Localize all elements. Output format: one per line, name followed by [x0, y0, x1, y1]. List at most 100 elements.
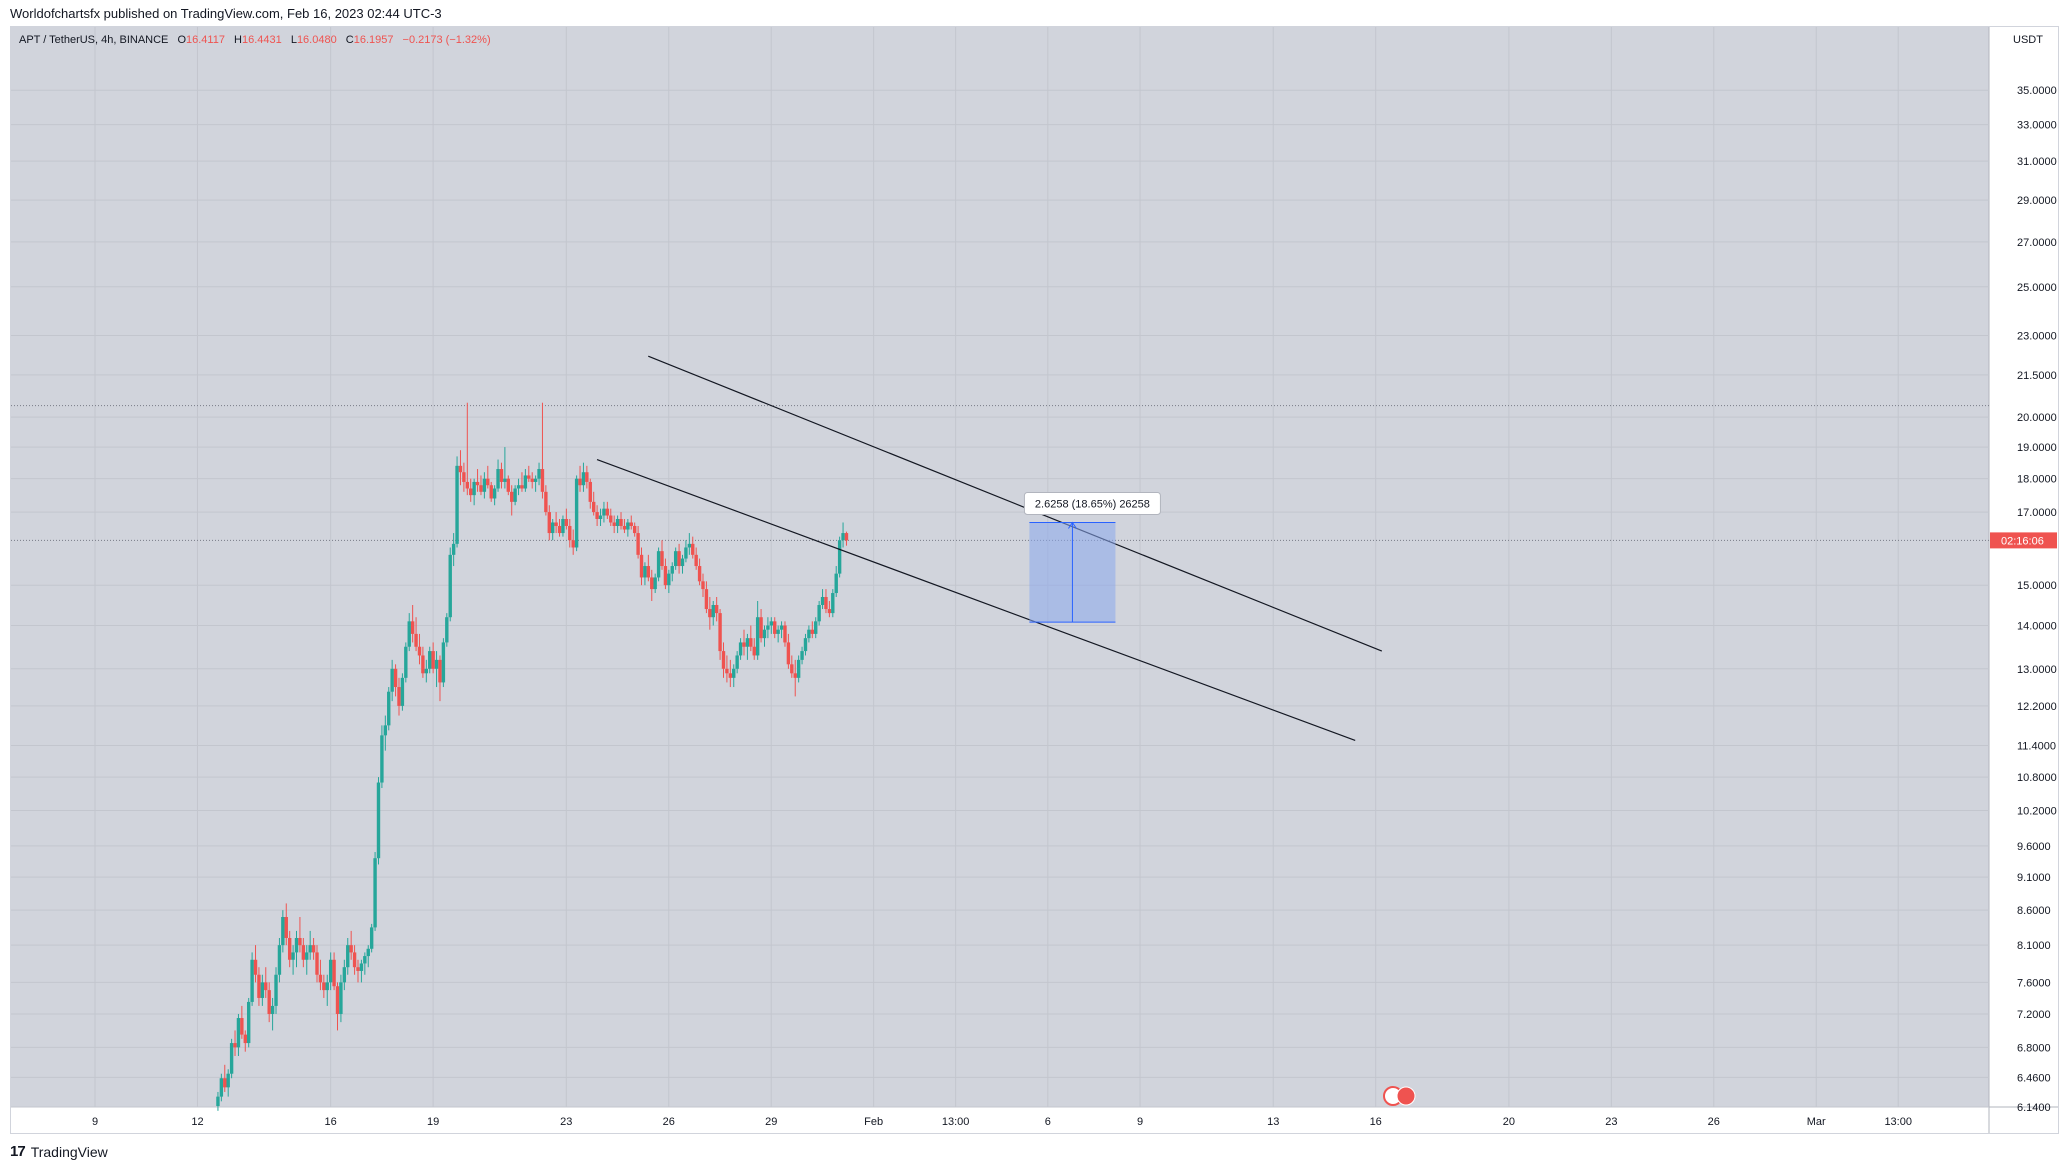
candle [421, 646, 425, 678]
candle-body [626, 522, 630, 530]
candle [732, 664, 736, 688]
candle-body [421, 655, 425, 674]
candle [431, 642, 435, 674]
candle-body [718, 613, 722, 652]
candle [243, 1030, 247, 1052]
candle [646, 554, 651, 582]
chart-frame[interactable]: 2.6258 (18.65%) 26258 35.0000 33.0000 31.0… [10, 26, 2059, 1134]
price-tick-label: 17.0000 [2017, 507, 2057, 519]
candle [796, 655, 801, 683]
candle [328, 952, 333, 991]
trend-line[interactable] [648, 355, 1383, 652]
candle [332, 952, 336, 991]
time-tick-label: 16 [1370, 1116, 1382, 1128]
candle [629, 515, 633, 530]
price-tick-label: 9.1000 [2017, 872, 2051, 884]
candle [216, 1091, 220, 1111]
candle-body [796, 659, 801, 678]
candle-body [701, 581, 705, 590]
candle-body [574, 478, 579, 548]
measure-tool[interactable]: 2.6258 (18.65%) 26258 [1023, 491, 1161, 623]
candle [311, 937, 316, 960]
candle-body [417, 646, 422, 656]
candle [793, 659, 797, 697]
time-tick-label: 19 [427, 1116, 439, 1128]
candle-body [223, 1078, 227, 1088]
candle-body [742, 642, 746, 647]
candle [786, 633, 791, 669]
candle-body [451, 543, 456, 555]
candle-body [691, 543, 695, 555]
candle-body [486, 478, 490, 486]
candle [650, 569, 654, 601]
candle [810, 621, 815, 639]
candle [776, 625, 780, 643]
price-tick-label: 19.0000 [2017, 442, 2057, 454]
candle-body [786, 642, 791, 665]
candle-body [663, 566, 668, 586]
price-tick-label: 35.0000 [2017, 85, 2057, 97]
candle-body [656, 551, 661, 578]
candle-body [725, 668, 729, 674]
candle-body [769, 621, 774, 626]
candle [366, 945, 370, 968]
candle [783, 621, 787, 647]
price-tick-label: 23.0000 [2017, 330, 2057, 342]
candle-body [670, 566, 674, 574]
candle [697, 558, 702, 586]
candle [277, 937, 282, 983]
candle [281, 910, 285, 953]
legend-l-value: 16.0480 [297, 34, 337, 46]
candle [738, 638, 743, 660]
time-tick-label: 13:00 [1884, 1116, 1912, 1128]
trend-line[interactable] [596, 458, 1356, 741]
candle [704, 581, 709, 614]
candle [390, 659, 394, 702]
candle [219, 1073, 224, 1102]
tradingview-footer[interactable]: 17 TradingView [10, 1143, 108, 1160]
legend-h-value: 16.4431 [242, 34, 282, 46]
candle-body [475, 481, 480, 486]
time-axis-background[interactable] [11, 1107, 2058, 1133]
candle [571, 529, 575, 555]
candle [684, 540, 688, 563]
candle [759, 609, 763, 643]
candle [602, 501, 606, 523]
candle-body [369, 927, 374, 949]
candle [653, 573, 657, 594]
candle [557, 518, 562, 537]
legend-symbol[interactable]: APT / TetherUS, 4h, BINANCE [19, 34, 168, 46]
candle [687, 533, 692, 555]
trend-lines[interactable] [596, 355, 1383, 741]
candle-body [554, 522, 558, 526]
legend-h-label: H [234, 34, 242, 46]
candle-body [322, 982, 326, 991]
candle [643, 562, 647, 586]
candle [516, 478, 521, 496]
candle-body [441, 642, 446, 683]
candle [315, 945, 319, 983]
candle [451, 533, 456, 567]
candle-body [414, 633, 418, 647]
event-marker[interactable] [1383, 1086, 1416, 1106]
price-axis-background[interactable] [1989, 27, 2058, 1107]
candle [844, 531, 849, 546]
candle-body [489, 485, 493, 499]
candle-body [646, 566, 651, 578]
price-chart[interactable]: 2.6258 (18.65%) 26258 35.0000 33.0000 31.0… [11, 27, 2058, 1133]
candle-body [410, 621, 415, 634]
candle-body [380, 735, 384, 783]
candle [619, 512, 623, 530]
candle-body [632, 525, 637, 534]
candle-body [342, 967, 347, 983]
candle-body [479, 485, 483, 492]
candle-body [667, 573, 671, 586]
time-tick-label: 23 [560, 1116, 572, 1128]
candle [373, 852, 377, 931]
candle-body [653, 577, 657, 590]
candle-body [650, 577, 654, 590]
candle-body [520, 485, 524, 489]
candle-body [393, 668, 398, 688]
chart-background [11, 27, 1989, 1107]
candle-body [332, 959, 336, 987]
